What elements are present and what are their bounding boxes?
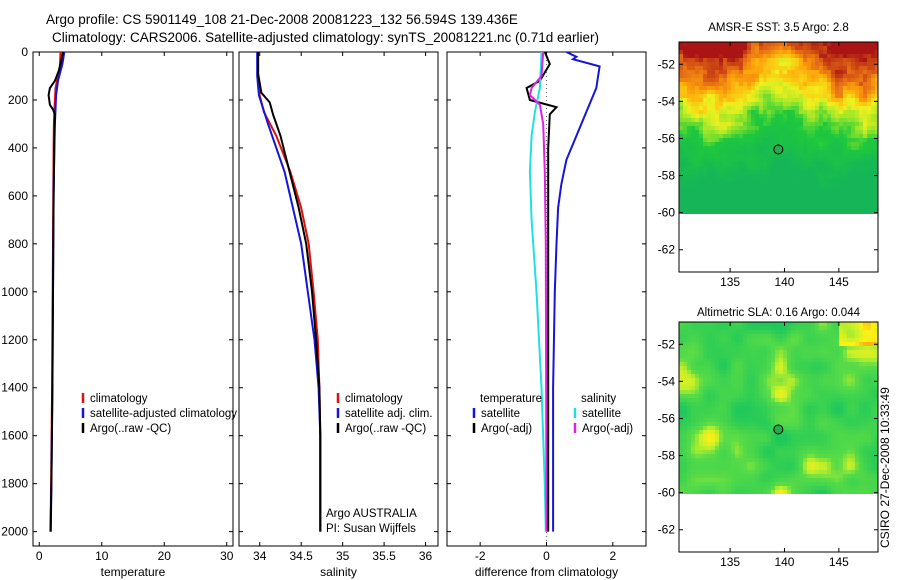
x-tick-label: 10 xyxy=(95,549,109,563)
x-axis-label: temperature xyxy=(101,565,166,579)
series-line xyxy=(525,52,559,532)
map2-frame xyxy=(678,321,879,553)
map-x-tick-label: 135 xyxy=(720,555,740,569)
legend-label: Argo(..raw -QC) xyxy=(345,423,426,435)
x-tick-label: 0 xyxy=(543,549,550,563)
map-x-tick-label: 135 xyxy=(720,275,740,289)
map-y-tick-label: -54 xyxy=(658,374,676,388)
y-tick-label: 200 xyxy=(8,93,28,107)
x-tick-label: 2 xyxy=(609,549,616,563)
map-y-tick-label: -56 xyxy=(658,131,676,145)
panel1-series xyxy=(47,52,66,532)
series-line xyxy=(528,52,548,532)
legend-label: satellite-adjusted climatology xyxy=(90,408,237,420)
map-x-tick-label: 145 xyxy=(829,275,849,289)
legend-label: Argo(-adj) xyxy=(481,423,532,435)
annotation-line1: Argo AUSTRALIA xyxy=(326,508,417,520)
x-axis-label: salinity xyxy=(320,565,357,579)
map1-frame xyxy=(678,41,879,273)
map-x-tick-label: 140 xyxy=(774,555,794,569)
map-title: Altimetric SLA: 0.16 Argo: 0.044 xyxy=(697,307,861,319)
y-tick-label: 800 xyxy=(8,237,28,251)
series-line xyxy=(552,52,601,532)
figure-title-line1: Argo profile: CS 5901149_108 21-Dec-2008… xyxy=(46,12,518,27)
x-tick-label: 34 xyxy=(253,549,267,563)
map2-field xyxy=(679,322,878,494)
y-tick-label: 1200 xyxy=(1,333,28,347)
map-y-tick-label: -62 xyxy=(658,523,676,537)
y-tick-label: 0 xyxy=(21,45,28,59)
y-tick-label: 2000 xyxy=(1,525,28,539)
x-tick-label: 0 xyxy=(36,549,43,563)
y-tick-label: 1400 xyxy=(1,381,28,395)
y-tick-label: 600 xyxy=(8,189,28,203)
x-tick-label: -2 xyxy=(475,549,486,563)
map-x-tick-label: 140 xyxy=(774,275,794,289)
map-y-tick-label: -62 xyxy=(658,243,676,257)
figure-title-line2: Climatology: CARS2006. Satellite-adjuste… xyxy=(52,30,600,45)
map-y-tick-label: -56 xyxy=(658,411,676,425)
legend-label: satellite xyxy=(481,408,520,420)
map-y-tick-label: -58 xyxy=(658,449,676,463)
map-y-tick-label: -58 xyxy=(658,169,676,183)
x-tick-label: 36 xyxy=(419,549,433,563)
panel2-series xyxy=(256,52,322,532)
x-axis-label: difference from climatology xyxy=(475,565,618,579)
legend-label: climatology xyxy=(345,393,403,405)
series-line xyxy=(528,52,547,532)
legend-label: Argo(-adj) xyxy=(582,423,633,435)
x-tick-label: 34.5 xyxy=(290,549,314,563)
annotation-line2: PI: Susan Wijffels xyxy=(326,523,416,535)
legend-group-title: temperature xyxy=(480,393,542,405)
legend-label: climatology xyxy=(90,393,148,405)
legend-label: satellite xyxy=(582,408,621,420)
x-tick-label: 35.5 xyxy=(372,549,396,563)
series-line xyxy=(256,52,322,532)
legend-label: satellite adj. clim. xyxy=(345,408,433,420)
x-tick-label: 35 xyxy=(336,549,350,563)
x-tick-label: 20 xyxy=(158,549,172,563)
argo-position-marker xyxy=(773,424,784,435)
y-tick-label: 1600 xyxy=(1,429,28,443)
map-y-tick-label: -52 xyxy=(658,57,676,71)
y-tick-label: 400 xyxy=(8,141,28,155)
series-line xyxy=(47,52,64,532)
y-tick-label: 1000 xyxy=(1,285,28,299)
map-title: AMSR-E SST: 3.5 Argo: 2.8 xyxy=(708,22,849,34)
series-line xyxy=(257,52,322,532)
map1-field xyxy=(679,42,878,214)
map-y-tick-label: -60 xyxy=(658,486,676,500)
timestamp-stamp: CSIRO 27-Dec-2008 10:33:49 xyxy=(878,387,892,548)
map-x-tick-label: 145 xyxy=(829,555,849,569)
legend-label: Argo(..raw -QC) xyxy=(90,423,171,435)
y-tick-label: 1800 xyxy=(1,477,28,491)
panel2-frame xyxy=(238,51,439,547)
legend-group-title: salinity xyxy=(581,393,616,405)
map-y-tick-label: -52 xyxy=(658,337,676,351)
map-y-tick-label: -60 xyxy=(658,206,676,220)
x-tick-label: 30 xyxy=(220,549,234,563)
map-y-tick-label: -54 xyxy=(658,94,676,108)
panel3-series xyxy=(525,52,601,532)
panel1-frame xyxy=(32,51,234,547)
argo-position-marker xyxy=(773,144,784,155)
